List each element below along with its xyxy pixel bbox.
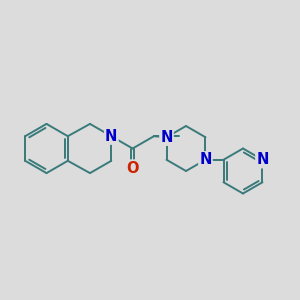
Text: N: N — [105, 129, 118, 144]
Text: N: N — [160, 130, 173, 145]
Text: O: O — [126, 160, 139, 175]
Text: N: N — [199, 152, 212, 167]
Text: N: N — [256, 152, 269, 167]
